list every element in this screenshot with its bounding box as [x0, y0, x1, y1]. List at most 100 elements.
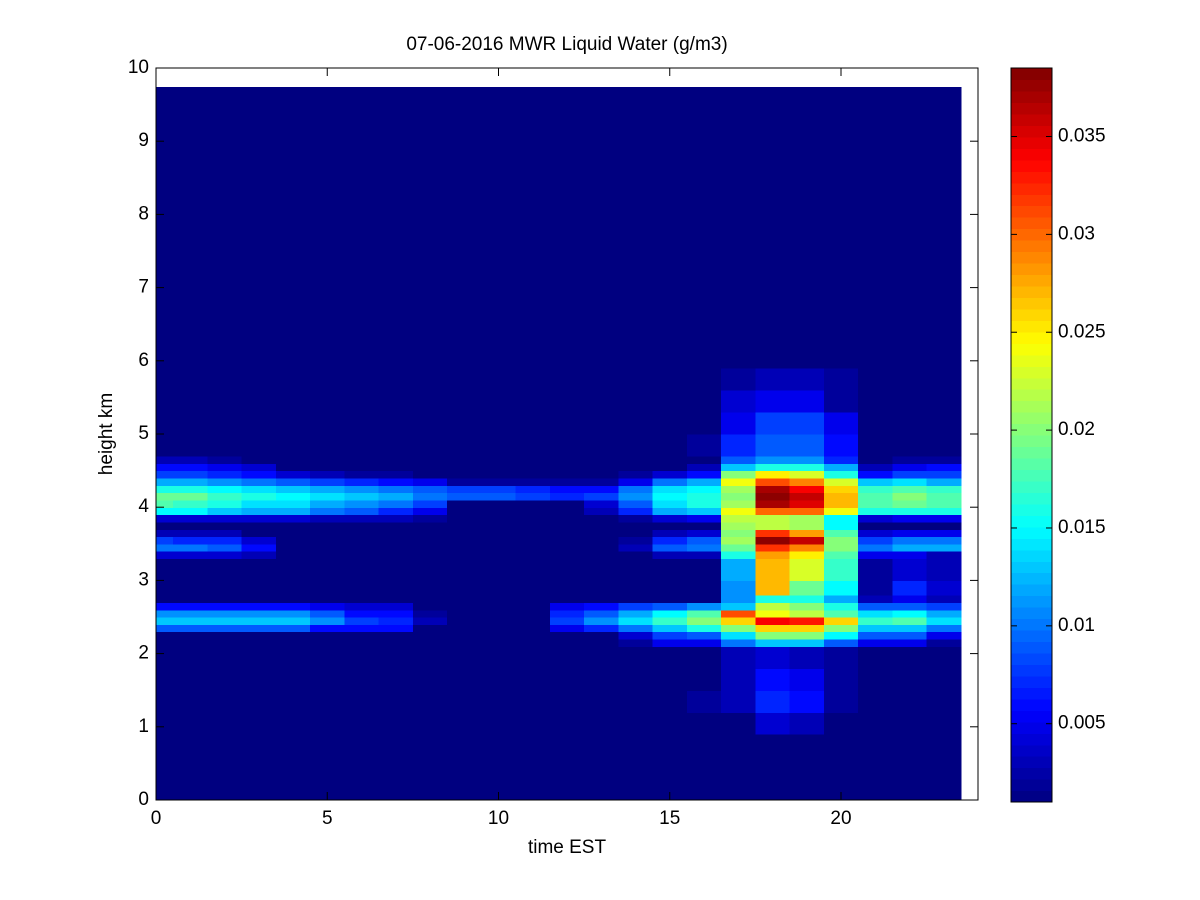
heatmap-cell — [755, 87, 791, 369]
colorbar-segment — [1011, 297, 1052, 310]
heatmap-cell — [652, 87, 688, 369]
heatmap-cell — [686, 514, 722, 523]
heatmap-cell — [858, 602, 893, 611]
heatmap-cell — [721, 507, 756, 516]
heatmap-cell — [549, 507, 585, 516]
heatmap-cell — [584, 609, 619, 618]
heatmap-cell — [686, 690, 722, 713]
heatmap-cell — [789, 580, 825, 596]
heatmap-cell — [173, 492, 208, 501]
heatmap-cell — [789, 617, 825, 625]
heatmap-cell — [156, 368, 174, 391]
heatmap-cell — [549, 87, 585, 369]
heatmap-cell — [275, 595, 311, 603]
heatmap-cell — [618, 602, 654, 611]
heatmap-cell — [823, 485, 859, 494]
heatmap-cell — [378, 543, 414, 552]
heatmap-cell — [858, 631, 893, 640]
heatmap-cell — [755, 536, 791, 545]
heatmap-cell — [584, 690, 619, 713]
colorbar-segment — [1011, 377, 1052, 390]
heatmap-cell — [481, 617, 517, 625]
heatmap-cell — [892, 87, 928, 369]
heatmap-cell — [378, 529, 414, 538]
heatmap-cell — [156, 551, 174, 560]
heatmap-cell — [755, 690, 791, 713]
heatmap-cell — [310, 485, 345, 494]
heatmap-cell — [926, 492, 962, 501]
heatmap-cell — [241, 602, 277, 611]
heatmap-cell — [858, 529, 893, 538]
heatmap-cell — [156, 529, 174, 538]
heatmap-cell — [207, 638, 243, 647]
heatmap-cell — [412, 617, 448, 625]
heatmap-cell — [412, 507, 448, 516]
heatmap-cell — [789, 551, 825, 560]
heatmap-cell — [344, 507, 380, 516]
heatmap-cell — [584, 434, 619, 457]
heatmap-cell — [447, 463, 482, 472]
heatmap-cell — [549, 492, 585, 501]
heatmap-cell — [858, 368, 893, 391]
heatmap-cell — [789, 368, 825, 391]
heatmap-cell — [892, 543, 928, 552]
colorbar-segment — [1011, 331, 1052, 344]
heatmap-cell — [310, 580, 345, 596]
heatmap-cell — [481, 492, 517, 501]
heatmap-cell — [447, 368, 482, 391]
heatmap-cell — [584, 507, 619, 516]
heatmap-cell — [447, 455, 482, 464]
heatmap-cell — [156, 507, 174, 516]
heatmap-cell — [584, 412, 619, 435]
heatmap-cell — [618, 617, 654, 625]
heatmap-cell — [892, 646, 928, 669]
colorbar-segment — [1011, 262, 1052, 276]
heatmap-cell — [515, 485, 551, 494]
heatmap-cell — [858, 412, 893, 435]
heatmap-cell — [549, 536, 585, 545]
heatmap-cell — [858, 434, 893, 457]
heatmap-cell — [515, 499, 551, 508]
heatmap-cell — [344, 412, 380, 435]
heatmap-cell — [173, 690, 208, 713]
heatmap-cell — [241, 609, 277, 618]
heatmap-cell — [549, 595, 585, 603]
heatmap-cell — [652, 390, 688, 413]
colorbar-segment — [1011, 320, 1052, 333]
colorbar-segment — [1011, 526, 1052, 539]
heatmap-cell — [755, 712, 791, 735]
heatmap-cell — [926, 368, 962, 391]
heatmap-cell — [447, 638, 482, 647]
colorbar-tick-label: 0.005 — [1058, 713, 1106, 734]
colorbar-segment — [1011, 687, 1052, 700]
heatmap-cell — [275, 536, 311, 545]
heatmap-cell — [789, 668, 825, 691]
heatmap-cell — [652, 609, 688, 618]
heatmap-cell — [207, 617, 243, 625]
heatmap-cell — [652, 368, 688, 391]
heatmap-cell — [892, 434, 928, 457]
heatmap-cell — [447, 668, 482, 691]
heatmap-cell — [156, 631, 174, 640]
heatmap-cell — [686, 624, 722, 633]
heatmap-cell — [789, 470, 825, 479]
heatmap-cell — [549, 617, 585, 625]
heatmap-cell — [755, 529, 791, 538]
heatmap-cell — [447, 536, 482, 545]
heatmap-cell — [652, 551, 688, 560]
heatmap-cell — [515, 609, 551, 618]
heatmap-cell — [892, 485, 928, 494]
heatmap-cell — [412, 514, 448, 523]
heatmap-cell — [412, 455, 448, 464]
heatmap-cell — [481, 638, 517, 647]
heatmap-cell — [344, 624, 380, 633]
colorbar-segment — [1011, 182, 1052, 195]
heatmap-cell — [156, 624, 174, 633]
heatmap-cell — [156, 455, 174, 464]
heatmap-cell — [173, 412, 208, 435]
heatmap-cell — [618, 646, 654, 669]
heatmap-cell — [481, 558, 517, 581]
y-tick-label: 8 — [138, 203, 149, 224]
heatmap-cell — [858, 485, 893, 494]
colorbar-tick-label: 0.02 — [1058, 419, 1095, 440]
